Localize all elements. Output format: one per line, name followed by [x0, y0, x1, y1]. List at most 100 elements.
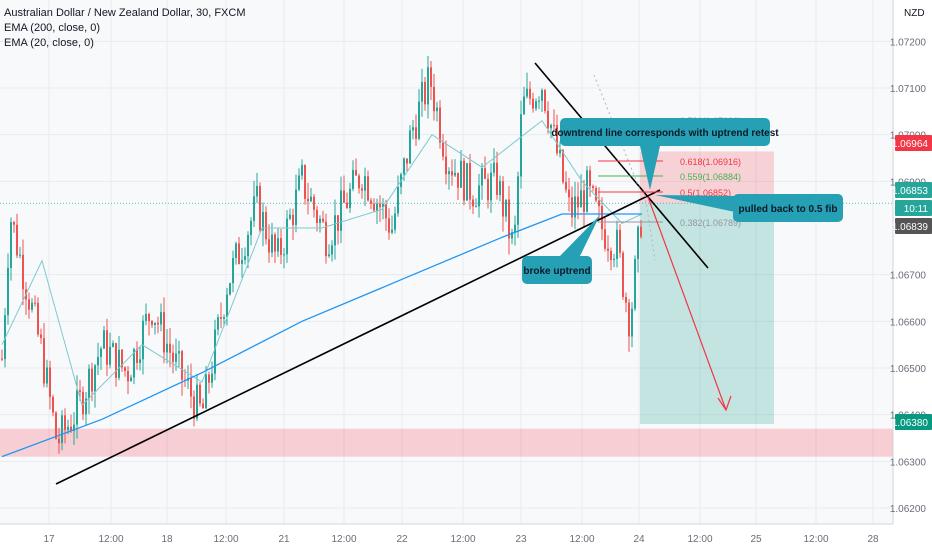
support-zone [0, 428, 893, 457]
candle-body [193, 396, 195, 419]
candle-body [79, 390, 81, 392]
candle-body [49, 367, 51, 397]
candle-body [550, 124, 552, 129]
candle-body [598, 200, 600, 207]
candle-body [580, 190, 582, 208]
time-tick-label: 12:00 [331, 534, 356, 545]
candle-body [4, 315, 6, 360]
price-badge-label: 1.06964 [892, 139, 929, 150]
candle-body [541, 90, 543, 101]
candle-body [322, 218, 324, 222]
candle-body [274, 234, 276, 252]
candle-body [640, 226, 642, 237]
candle-body [121, 349, 123, 368]
candle-body [271, 234, 273, 253]
callout-retest-box [560, 118, 770, 146]
candle-body [433, 86, 435, 112]
candle-body [385, 203, 387, 219]
candle-body [553, 124, 555, 126]
candle-body [142, 320, 144, 360]
candle-body [298, 175, 300, 190]
candle-body [103, 330, 105, 349]
time-tick-label: 21 [278, 534, 290, 545]
candle-body [127, 370, 129, 382]
candle-body [40, 334, 42, 339]
candle-body [559, 150, 561, 154]
candle-body [343, 190, 345, 203]
candle-body [595, 188, 597, 201]
candle-body [217, 317, 219, 330]
candle-body [166, 343, 168, 353]
candle-body [472, 199, 474, 207]
candle-body [313, 196, 315, 210]
candle-body [244, 256, 246, 260]
candle-body [505, 199, 507, 217]
candle-body [574, 196, 576, 218]
candle-body [256, 185, 258, 197]
candle-body [577, 196, 579, 208]
candle-body [376, 203, 378, 211]
candle-body [211, 373, 213, 383]
callout-broke: broke uptrend [523, 266, 590, 277]
candle-body [10, 222, 12, 268]
candle-body [163, 312, 165, 353]
candle-body [451, 171, 453, 176]
callout-retest: downtrend line corresponds with uptrend … [551, 128, 779, 139]
candle-body [610, 250, 612, 261]
candle-body [37, 302, 39, 335]
price-badge-label: 1.06380 [892, 418, 929, 429]
candle-body [442, 142, 444, 157]
candle-body [325, 221, 327, 257]
candle-body [283, 254, 285, 256]
candle-body [223, 317, 225, 319]
candle-body [418, 101, 420, 139]
candle-body [151, 321, 153, 325]
candle-body [172, 352, 174, 362]
candle-body [589, 170, 591, 187]
candle-body [31, 302, 33, 310]
time-tick-label: 12:00 [450, 534, 475, 545]
candle-body [565, 182, 567, 190]
candle-body [295, 189, 297, 225]
candle-body [61, 415, 63, 444]
candle-body [475, 206, 477, 208]
price-tick-label: 1.06700 [890, 271, 927, 282]
candle-body [304, 165, 306, 199]
time-tick-label: 22 [396, 534, 408, 545]
candle-body [73, 424, 75, 431]
candle-body [358, 175, 360, 189]
currency-label: NZD [904, 8, 925, 19]
candle-body [277, 238, 279, 252]
ema20-legend: EMA (20, close, 0) [4, 37, 94, 49]
time-tick-label: 28 [867, 534, 879, 545]
candle-body [583, 190, 585, 212]
candle-body [13, 222, 15, 225]
candles [1, 56, 642, 454]
ema200-line [1, 213, 642, 458]
callout-pullback-pointer [655, 195, 735, 212]
candle-body [55, 412, 57, 439]
candle-body [238, 243, 240, 264]
price-badge [895, 135, 932, 151]
candle-body [397, 186, 399, 214]
candle-body [109, 346, 111, 365]
candle-body [592, 186, 594, 189]
callout-pullback: pulled back to 0.5 fib [739, 204, 838, 215]
candle-body [391, 229, 393, 233]
candle-body [214, 329, 216, 374]
candle-body [259, 185, 261, 231]
candle-body [361, 188, 363, 191]
candle-body [619, 229, 621, 253]
candle-body [532, 98, 534, 109]
candle-body [511, 232, 513, 239]
candle-body [352, 169, 354, 189]
candle-body [169, 343, 171, 353]
candle-body [466, 163, 468, 201]
candle-body [364, 176, 366, 191]
reward-zone [640, 203, 774, 425]
candle-body [319, 218, 321, 223]
candle-body [340, 190, 342, 231]
candle-body [373, 203, 375, 211]
candle-body [97, 356, 99, 366]
